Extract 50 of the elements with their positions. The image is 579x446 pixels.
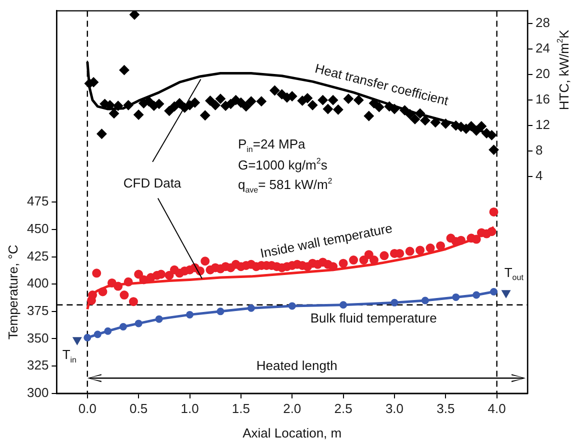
y2-tick-label: 4 xyxy=(536,168,543,184)
x-tick-label: 1.0 xyxy=(180,400,199,416)
point xyxy=(155,315,163,323)
point xyxy=(84,334,92,342)
point xyxy=(94,330,102,338)
y2-tick-label: 20 xyxy=(536,66,550,82)
y2-tick-label: 16 xyxy=(536,92,550,107)
annotation: CFD Data xyxy=(123,175,182,190)
point xyxy=(390,298,398,306)
x-tick-label: 2.5 xyxy=(334,400,352,416)
y-tick-label: 375 xyxy=(26,302,49,318)
y-tick-label: 425 xyxy=(26,248,49,264)
x-tick-label: 0.0 xyxy=(78,400,96,416)
point xyxy=(340,301,348,309)
y-tick-label: 350 xyxy=(26,330,49,346)
y-axis-title: Temperature, °C xyxy=(6,244,21,340)
point xyxy=(216,308,224,316)
annotation: Heat transfer coefficient xyxy=(313,60,450,108)
point xyxy=(72,337,82,345)
point xyxy=(421,296,429,304)
y2-tick-label: 8 xyxy=(536,142,543,158)
y2-axis-title: HTC, kW/m2K xyxy=(556,30,572,110)
y-tick-label: 325 xyxy=(26,358,49,373)
x-tick-label: 4.0 xyxy=(488,400,506,416)
point xyxy=(452,293,460,301)
point xyxy=(247,304,255,312)
x-tick-label: 1.5 xyxy=(232,400,250,416)
x-tick-label: 3.5 xyxy=(436,400,455,416)
point xyxy=(134,320,142,328)
point xyxy=(186,310,194,318)
point xyxy=(490,288,498,296)
annotation: Heated length xyxy=(256,358,338,374)
annotation: Bulk fluid temperature xyxy=(310,310,437,326)
x-tick-label: 0.5 xyxy=(130,400,148,416)
y2-tick-label: 28 xyxy=(536,15,550,30)
x-tick-label: 3.0 xyxy=(385,400,404,416)
y-tick-label: 300 xyxy=(26,384,49,400)
annotation: Inside wall temperature xyxy=(258,220,394,261)
x-tick-label: 2.0 xyxy=(283,400,302,416)
y2-tick-label: 12 xyxy=(536,117,550,132)
y-tick-label: 400 xyxy=(26,276,49,291)
y-tick-label: 475 xyxy=(26,194,49,209)
point xyxy=(288,302,296,310)
y2-tick-label: 24 xyxy=(536,40,550,56)
point xyxy=(472,291,480,299)
x-axis-title: Axial Location, m xyxy=(242,426,342,441)
point xyxy=(502,290,510,298)
y-tick-label: 450 xyxy=(26,221,49,236)
point xyxy=(119,322,127,330)
point xyxy=(104,327,112,335)
